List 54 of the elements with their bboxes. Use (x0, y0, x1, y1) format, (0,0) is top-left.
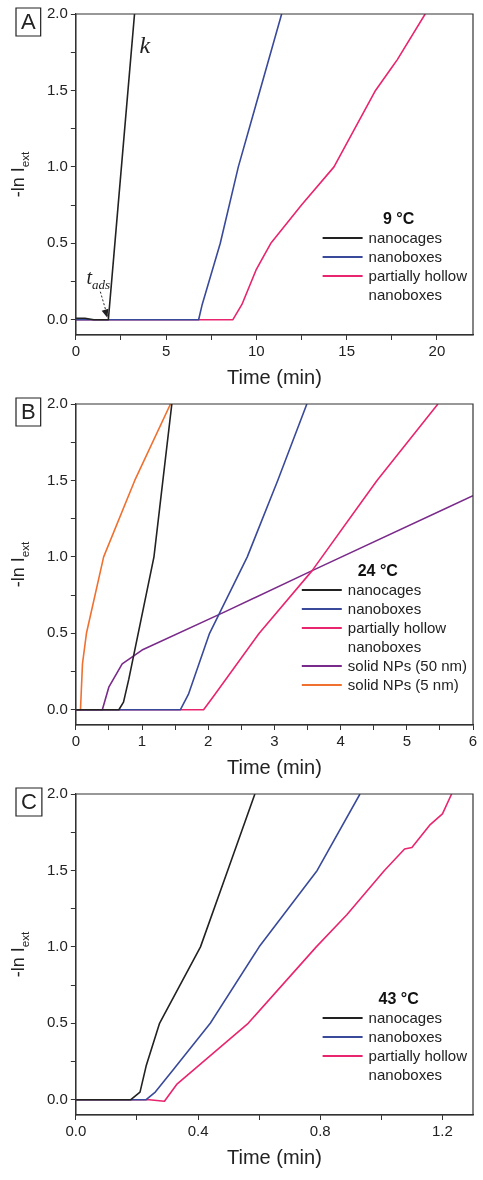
y-tick-label: 0.5 (46, 1013, 68, 1031)
y-tick-label: 1.0 (46, 157, 68, 174)
y-tick-label: 2.0 (46, 394, 68, 412)
y-tick-label: 1.5 (46, 80, 68, 98)
x-tick-label: 1 (137, 732, 147, 750)
text: B (21, 399, 36, 425)
y-axis-title: -ln Iext (8, 930, 31, 978)
x-axis-title: Time (min) (227, 756, 322, 778)
x-tick-label: 0 (71, 732, 81, 750)
y-tick-label: 1.0 (46, 547, 68, 564)
y-tick-label: 2.0 (46, 4, 68, 22)
x-tick-label: 15 (338, 342, 355, 360)
text: A (21, 9, 36, 35)
x-tick-label: 5 (402, 732, 411, 750)
x-axis-title: Time (min) (227, 366, 322, 388)
x-tick-label: 5 (161, 342, 171, 360)
legend-label: partially hollow nanoboxes (368, 1047, 468, 1084)
legend-label: nanoboxes (368, 1028, 443, 1046)
legend-label: nanocages (368, 1009, 443, 1027)
y-tick-label: 0.0 (46, 309, 68, 327)
x-tick-label: 4 (336, 732, 345, 750)
y-tick-label: 0.0 (46, 699, 68, 717)
legend-label: partially hollow nanoboxes (368, 267, 468, 304)
x-tick-label: 0.0 (65, 1122, 87, 1140)
x-tick-label: 0.4 (187, 1122, 209, 1140)
legend-label: solid NPs (5 nm) (347, 676, 459, 694)
legend-label: nanoboxes (368, 248, 443, 266)
legend-title: 9 °C (382, 210, 415, 227)
x-tick-label: 6 (468, 732, 478, 750)
y-tick-label: 1.0 (46, 937, 68, 954)
x-tick-label: 0 (71, 342, 81, 360)
x-tick-label: 10 (248, 342, 265, 360)
y-axis-title: -ln Iext (8, 540, 31, 588)
x-tick-label: 1.2 (432, 1122, 453, 1140)
y-tick-label: 2.0 (46, 784, 68, 802)
text: C (21, 789, 37, 815)
legend-label: solid NPs (50 nm) (347, 657, 467, 675)
x-tick-label: 2 (204, 732, 213, 750)
legend-title: 43 °C (378, 990, 420, 1007)
x-tick-label: 20 (428, 342, 446, 360)
y-axis-title: -ln Iext (8, 150, 31, 198)
x-tick-label: 3 (270, 732, 279, 750)
x-axis-title: Time (min) (227, 1146, 322, 1168)
legend-label: nanocages (368, 229, 443, 247)
y-tick-label: 1.5 (46, 470, 68, 488)
legend-label: nanocages (347, 581, 422, 599)
annotation: k (139, 31, 151, 58)
legend-label: nanoboxes (347, 600, 422, 618)
y-tick-label: 0.5 (46, 233, 68, 251)
x-tick-label: 0.8 (309, 1122, 331, 1140)
legend-title: 24 °C (357, 562, 399, 579)
y-tick-label: 0.0 (46, 1089, 68, 1107)
y-tick-label: 1.5 (46, 860, 68, 878)
y-tick-label: 0.5 (46, 623, 68, 641)
